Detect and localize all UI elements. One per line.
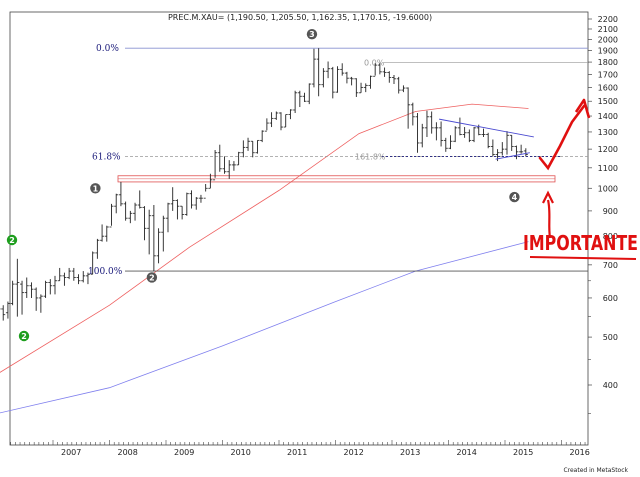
arrow-shaft <box>546 199 552 239</box>
y-tick-label: 1900 <box>598 46 618 55</box>
wave-marker-circle <box>306 28 318 40</box>
wave-marker-circle <box>90 183 101 194</box>
y-tick-label: 1300 <box>598 128 618 137</box>
lower-trendline <box>495 152 530 160</box>
credit-text: Created in MetaStock <box>563 467 628 474</box>
fib-secondary-0-label: 0.0% <box>364 59 385 68</box>
fib-1618-label: 161.8% <box>355 152 386 161</box>
x-tick-label: 2010 <box>231 448 251 457</box>
fib-100-label: 100.0% <box>88 267 123 277</box>
fib-0-label: 0.0% <box>96 44 119 54</box>
ma-mid-line <box>0 103 529 373</box>
x-axis: 2007 2008 2009 2010 2011 2012 2013 2014 2015 2016 <box>10 440 590 457</box>
wave-marker-label: 1 <box>93 184 99 193</box>
x-tick-label: 2009 <box>174 448 194 457</box>
trendlines <box>439 118 534 160</box>
chart-title: PREC.M.XAU= (1,190.50, 1,205.50, 1,162.3… <box>168 13 432 22</box>
fib-618-label: 61.8% <box>92 152 121 162</box>
wave-marker-label: 4 <box>512 193 518 202</box>
moving-averages <box>0 103 529 414</box>
annotation-text: IMPORTANTE <box>523 231 638 255</box>
wave-marker-circle <box>18 330 30 342</box>
y-tick-label: 1100 <box>598 164 618 173</box>
y-tick-label: 700 <box>603 261 618 270</box>
annotation-underline <box>529 256 637 260</box>
x-tick-label: 2015 <box>513 448 533 457</box>
check-stroke <box>538 104 586 171</box>
wave-marker-circle <box>6 234 18 246</box>
y-tick-label: 500 <box>603 333 618 342</box>
x-tick-label: 2012 <box>344 448 364 457</box>
y-tick-label: 800 <box>603 232 618 241</box>
y-tick-label: 1700 <box>598 70 618 79</box>
x-tick-label: 2008 <box>118 448 138 457</box>
y-tick-label: 400 <box>603 381 618 390</box>
x-tick-label: 2016 <box>570 448 590 457</box>
upper-trendline <box>439 118 534 138</box>
y-tick-label: 1600 <box>598 83 618 92</box>
wave-marker-label: 2 <box>21 332 27 341</box>
y-tick-label: 1000 <box>598 184 618 193</box>
wave-marker-label: 2 <box>9 236 15 245</box>
arrow-head <box>542 190 554 204</box>
support-zone <box>117 175 556 183</box>
wave-marker-circle <box>146 272 158 283</box>
y-tick-label: 900 <box>603 207 618 216</box>
x-tick-label: 2013 <box>400 448 420 457</box>
y-tick-label: 600 <box>603 294 618 303</box>
y-tick-label: 1500 <box>598 97 618 106</box>
wave-markers: 1 2 2 2 3 4 <box>6 28 520 342</box>
y-tick-label: 2100 <box>598 25 618 34</box>
check-arrowhead <box>574 98 591 119</box>
plot-area <box>9 11 589 446</box>
x-tick-label: 2014 <box>457 448 477 457</box>
y-tick-label: 1200 <box>598 145 618 154</box>
handwritten-annotation: IMPORTANTE <box>523 98 638 260</box>
y-tick-label: 1400 <box>598 112 618 121</box>
x-tick-label: 2011 <box>287 448 307 457</box>
wave-marker-label: 3 <box>309 30 315 39</box>
y-tick-label: 2000 <box>598 35 618 44</box>
y-axis: 400 500 600 700 800 900 1000 1100 1200 1300 1400 15… <box>588 15 618 414</box>
y-tick-label: 1800 <box>598 58 618 67</box>
wave-marker-label: 2 <box>149 273 155 282</box>
y-tick-label: 2200 <box>598 15 618 24</box>
price-bars <box>0 48 528 321</box>
wave-marker-circle <box>509 191 520 203</box>
ma-long-line <box>0 241 529 414</box>
x-tick-label: 2007 <box>61 448 81 457</box>
